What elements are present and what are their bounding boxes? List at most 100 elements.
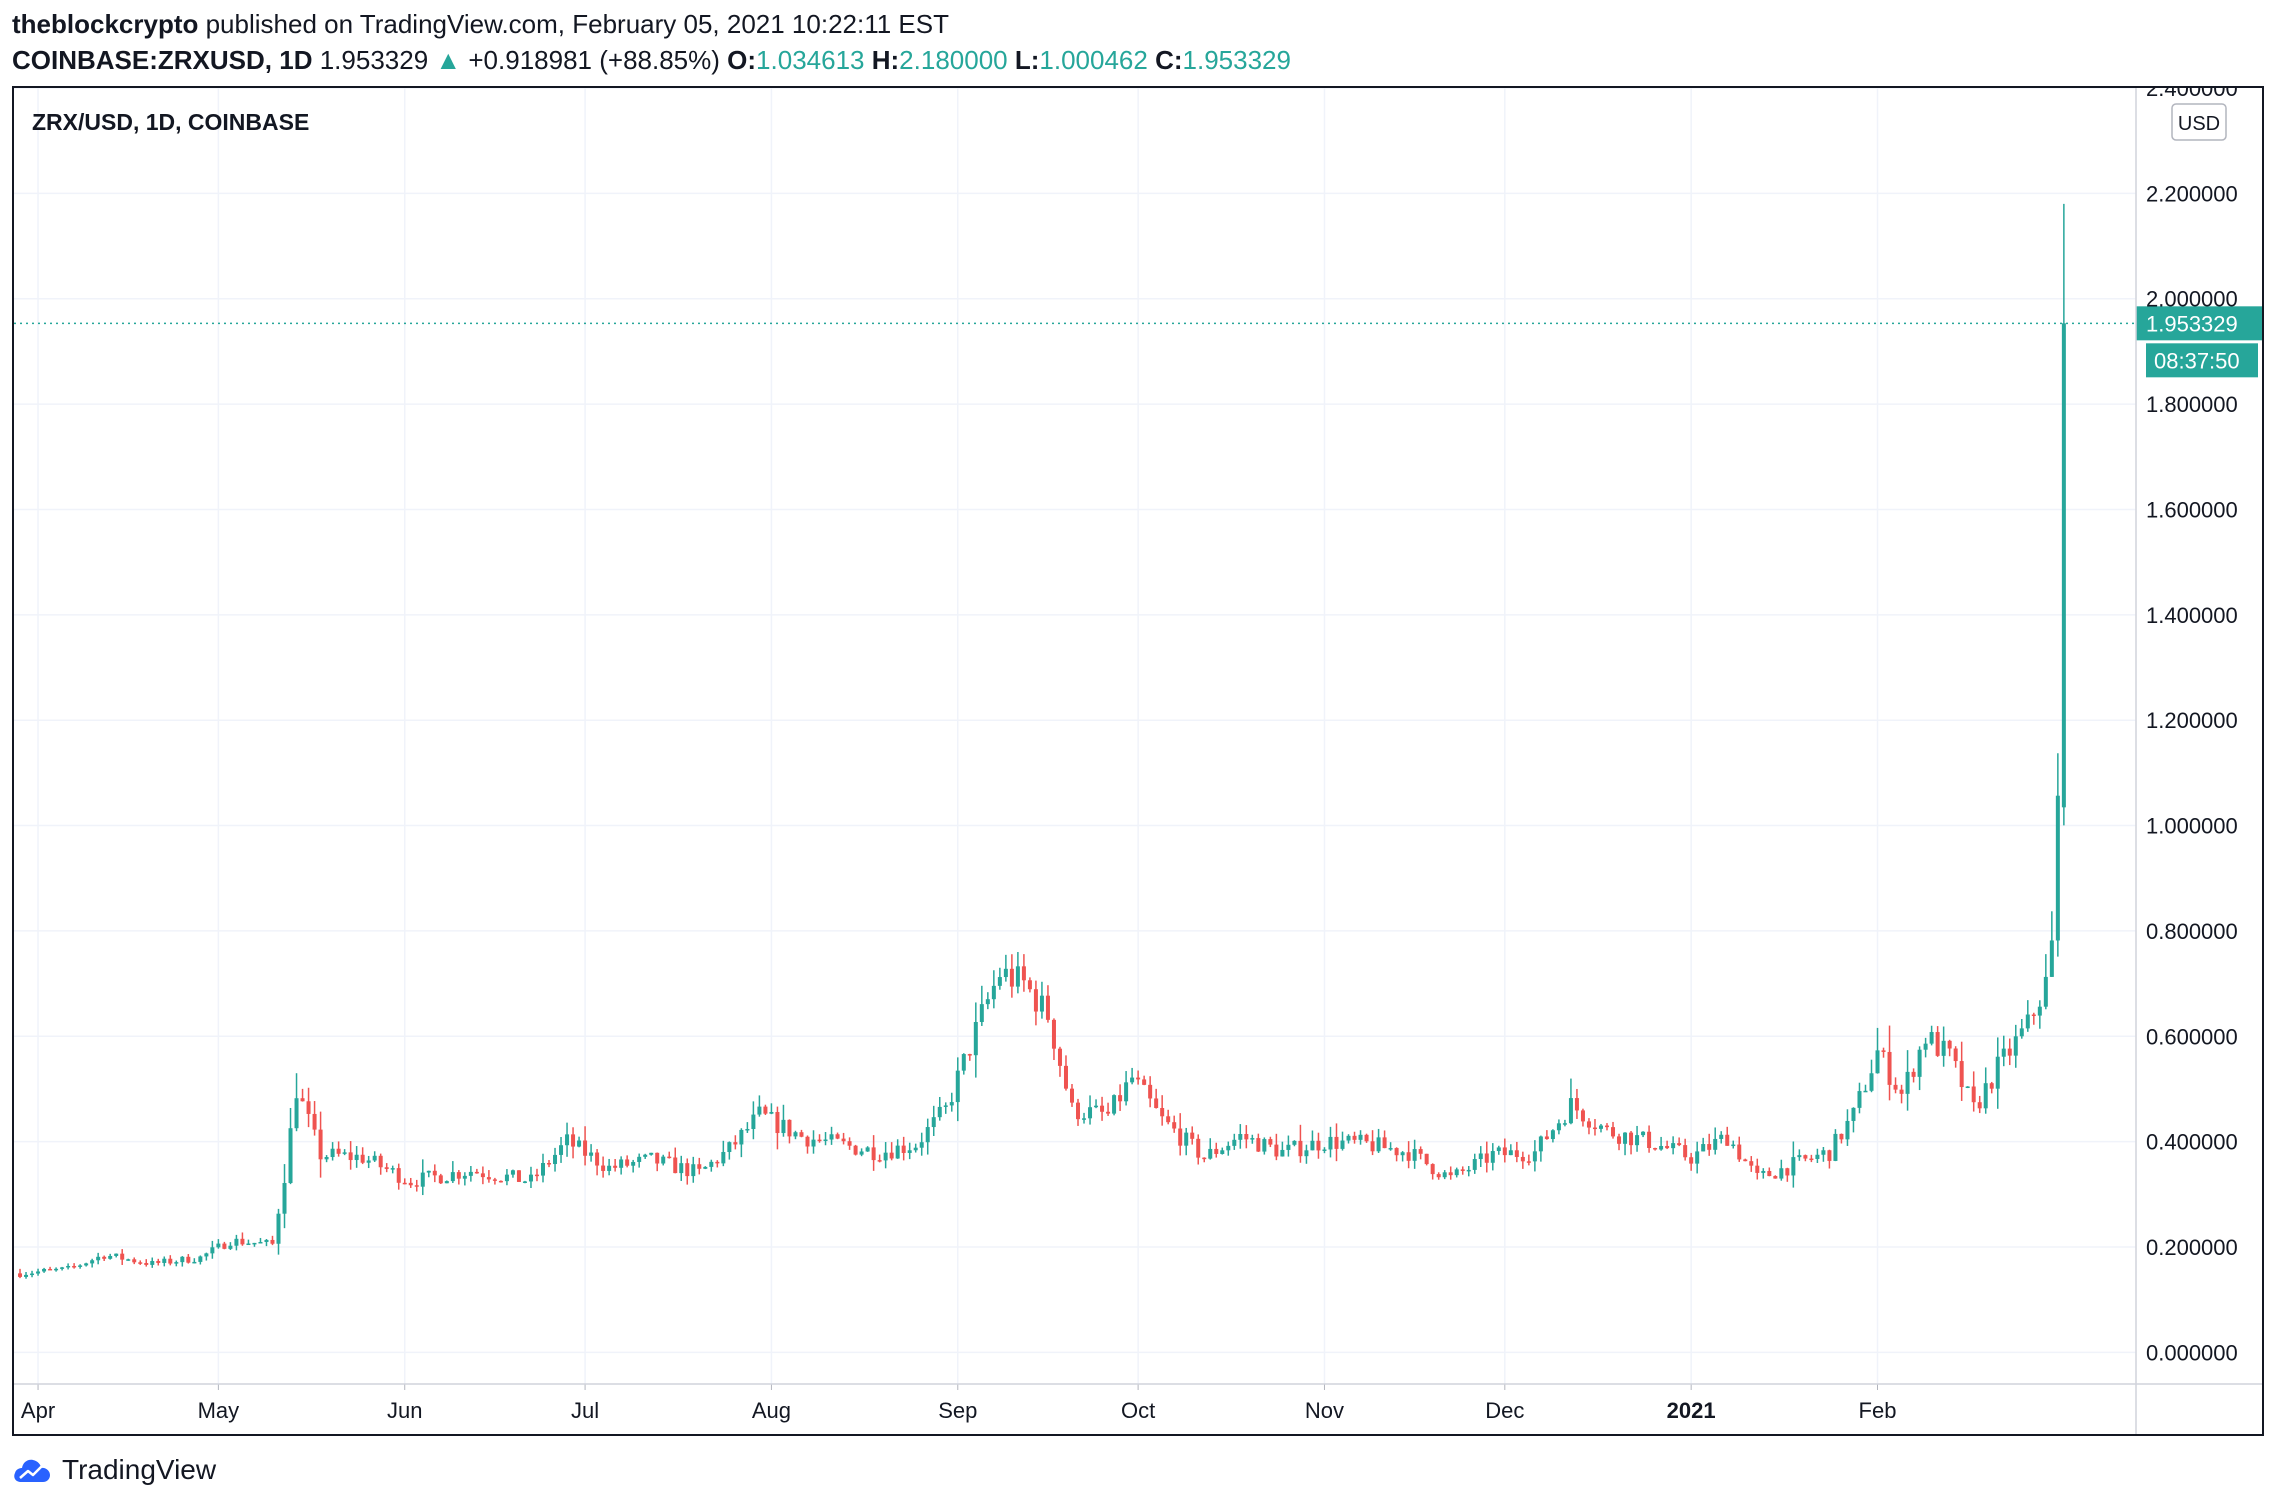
candle-body [1701, 1144, 1706, 1152]
candle [1322, 1147, 1327, 1154]
candle-body [799, 1132, 804, 1137]
candle [294, 1073, 299, 1132]
candle-body [1893, 1084, 1898, 1090]
candle [877, 1154, 882, 1163]
candle [1142, 1075, 1147, 1086]
candle-body [1725, 1134, 1730, 1146]
candle [571, 1127, 576, 1159]
candle-body [1033, 989, 1038, 1012]
candle-body [1953, 1048, 1958, 1062]
candle [1202, 1157, 1207, 1163]
candle [1635, 1125, 1640, 1152]
candle [1797, 1149, 1802, 1161]
candle [1003, 954, 1008, 982]
y-tick-label: 0.600000 [2146, 1024, 2238, 1049]
candle [540, 1153, 545, 1183]
candle-body [1580, 1110, 1585, 1122]
author-name[interactable]: theblockcrypto [12, 9, 199, 39]
candle [360, 1147, 365, 1165]
candle-body [1941, 1040, 1946, 1056]
candle [126, 1258, 131, 1261]
candle [450, 1161, 455, 1184]
candle-body [342, 1152, 347, 1154]
candle-body [1322, 1149, 1327, 1151]
tradingview-cloud-icon[interactable] [12, 1456, 52, 1484]
candle-body [1220, 1150, 1225, 1154]
candle [1076, 1098, 1081, 1126]
candle [2043, 954, 2048, 1010]
candle [2031, 1012, 2036, 1025]
candle [1244, 1125, 1249, 1149]
candle-body [156, 1260, 161, 1263]
candle [1262, 1137, 1267, 1155]
candle-body [1298, 1140, 1303, 1157]
candle [402, 1178, 407, 1185]
candle [1899, 1084, 1904, 1104]
candle-body [835, 1134, 840, 1139]
candle [1911, 1068, 1916, 1083]
candle [1580, 1108, 1585, 1127]
footer: TradingView [12, 1450, 216, 1490]
candle-body [1430, 1164, 1435, 1175]
candle [1370, 1130, 1375, 1156]
currency-button[interactable] [2171, 103, 2227, 141]
chart-panel[interactable]: 1.953329 08:37:50 2.400000 2.200000 2.00000… [12, 86, 2264, 1436]
y-tick-label: 0.400000 [2146, 1130, 2238, 1155]
candle-body [1148, 1084, 1153, 1099]
candle-body [1923, 1043, 1928, 1050]
candle-body [414, 1185, 419, 1187]
candle-body [216, 1243, 221, 1248]
candle [901, 1136, 906, 1161]
candle-body [1683, 1145, 1688, 1158]
candle-body [306, 1101, 311, 1114]
candle [895, 1139, 900, 1159]
candle-body [1677, 1143, 1682, 1146]
candle-body [324, 1157, 329, 1160]
candle [2019, 1019, 2024, 1039]
candle-body [1496, 1147, 1501, 1152]
y-tick-label: 1.800000 [2146, 392, 2238, 417]
candle [1532, 1140, 1537, 1172]
candle [1689, 1152, 1694, 1171]
candle-body [1881, 1050, 1886, 1052]
candle [1316, 1132, 1321, 1159]
footer-brand[interactable]: TradingView [62, 1454, 217, 1485]
candle [372, 1151, 377, 1162]
candle-body [1202, 1157, 1207, 1160]
candle [1695, 1141, 1700, 1174]
candle [114, 1253, 119, 1258]
candle [1460, 1166, 1465, 1175]
candle [1761, 1168, 1766, 1179]
candle [553, 1147, 558, 1172]
candle-body [1172, 1122, 1177, 1129]
candle-body [1376, 1137, 1381, 1152]
candle [2049, 911, 2054, 977]
price-chart[interactable]: 1.953329 08:37:50 2.400000 2.200000 2.00000… [14, 88, 2262, 1434]
candle-body [2019, 1028, 2024, 1037]
candle [1653, 1147, 1658, 1151]
close-label: C: [1155, 45, 1183, 75]
candle-body [1190, 1132, 1195, 1139]
candle-body [985, 999, 990, 1005]
countdown-label: 08:37:50 [2154, 348, 2240, 373]
candle [240, 1232, 245, 1246]
candle-body [48, 1268, 53, 1271]
ohlc-line: COINBASE:ZRXUSD, 1D 1.953329 ▲ +0.918981… [12, 42, 1291, 78]
candle [1268, 1136, 1273, 1148]
overlays: 1.953329 08:37:50 [14, 306, 2262, 378]
candle [1707, 1133, 1712, 1156]
y-tick-label: 1.400000 [2146, 603, 2238, 628]
candle [258, 1237, 263, 1244]
candle-body [637, 1156, 642, 1162]
candle [667, 1151, 672, 1159]
candle-body [522, 1181, 527, 1183]
candle-body [1947, 1040, 1952, 1049]
candle [889, 1142, 894, 1161]
candle [733, 1135, 738, 1150]
candle-body [174, 1262, 179, 1264]
candles [18, 203, 2066, 1279]
candle-body [234, 1238, 239, 1246]
x-tick-label: Dec [1485, 1398, 1524, 1423]
candle-body [1623, 1132, 1628, 1144]
candle [1989, 1081, 1994, 1094]
